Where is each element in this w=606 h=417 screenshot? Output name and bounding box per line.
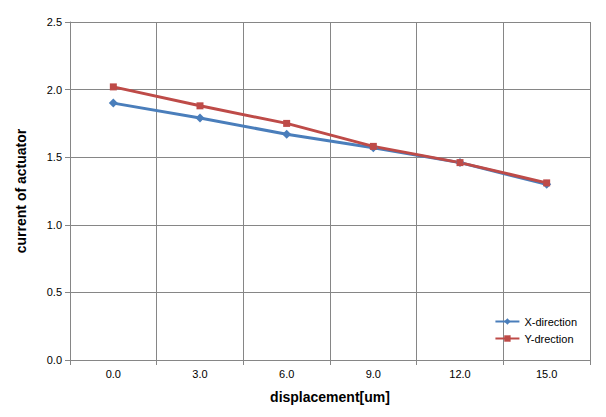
svg-text:Y-drection: Y-drection — [524, 333, 573, 345]
svg-text:6.0: 6.0 — [279, 368, 294, 380]
svg-text:2.5: 2.5 — [47, 16, 62, 28]
svg-text:X-direction: X-direction — [524, 316, 577, 328]
svg-text:15.0: 15.0 — [536, 368, 557, 380]
svg-text:current of actuator: current of actuator — [13, 128, 29, 253]
svg-text:2.0: 2.0 — [47, 84, 62, 96]
svg-text:displacement[um]: displacement[um] — [270, 389, 390, 405]
svg-text:1.0: 1.0 — [47, 219, 62, 231]
svg-text:9.0: 9.0 — [366, 368, 381, 380]
svg-text:1.5: 1.5 — [47, 151, 62, 163]
svg-text:0.5: 0.5 — [47, 286, 62, 298]
svg-text:0.0: 0.0 — [47, 354, 62, 366]
svg-text:12.0: 12.0 — [449, 368, 470, 380]
svg-text:0.0: 0.0 — [106, 368, 121, 380]
svg-text:3.0: 3.0 — [192, 368, 207, 380]
